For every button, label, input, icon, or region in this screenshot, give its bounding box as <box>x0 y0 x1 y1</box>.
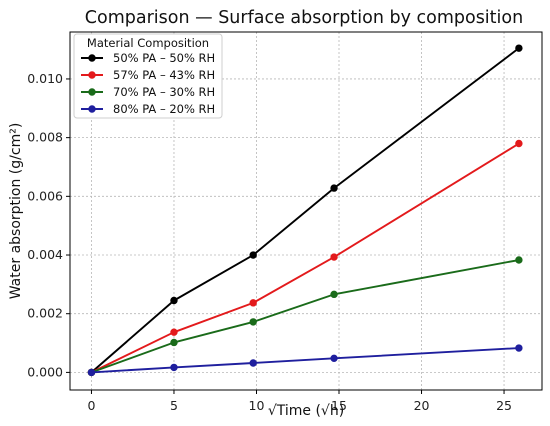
series-point-1-4 <box>515 139 523 148</box>
series-point-1-2 <box>249 299 257 307</box>
series-point-2-4 <box>515 256 523 264</box>
y-axis-label: Water absorption (g/cm²) <box>8 123 24 300</box>
series-line-1 <box>90 142 520 374</box>
legend-label-0: 50% PA – 50% RH <box>113 51 215 65</box>
series-line-3 <box>90 347 520 374</box>
y-tick-label-3: 0.006 <box>27 188 63 203</box>
legend-title: Material Composition <box>87 36 209 50</box>
legend-box <box>73 33 223 119</box>
series-point-2-3 <box>330 290 338 299</box>
grid-layer <box>70 32 542 390</box>
series-point-3-4 <box>515 344 523 352</box>
x-tick-label-4: 20 <box>414 398 430 413</box>
x-tick-label-2: 10 <box>249 398 265 413</box>
x-axis-label: √Time (√h) <box>268 403 344 419</box>
series-point-2-2 <box>249 318 257 326</box>
series-layer <box>87 44 523 377</box>
chart-title: Comparison — Surface absorption by compo… <box>85 8 523 28</box>
series-point-2-1 <box>170 338 178 347</box>
legend-label-2: 70% PA – 30% RH <box>113 85 215 99</box>
plot-frame <box>69 31 543 391</box>
series-point-3-1 <box>170 363 178 372</box>
y-tick-label-2: 0.004 <box>27 247 63 262</box>
x-axis: 0 5 10 15 20 25 <box>87 390 512 413</box>
y-tick-label-5: 0.010 <box>27 71 63 86</box>
series-point-1-3 <box>330 253 338 261</box>
series-point-1-1 <box>170 328 178 336</box>
legend-marker-0 <box>88 54 96 62</box>
series-point-0-4 <box>515 44 523 52</box>
series-point-3-0 <box>87 368 96 377</box>
series-point-0-2 <box>249 251 257 259</box>
x-tick-label-5: 25 <box>496 398 512 413</box>
series-point-0-1 <box>170 296 178 305</box>
legend-label-3: 80% PA – 20% RH <box>113 102 215 116</box>
legend-label-1: 57% PA – 43% RH <box>113 68 215 82</box>
series-point-3-2 <box>249 359 257 367</box>
y-tick-label-0: 0.000 <box>27 364 63 379</box>
legend: Material Composition 50% PA – 50% RH 57% … <box>73 33 223 119</box>
legend-marker-1 <box>88 71 96 79</box>
x-tick-label-3: 15 <box>331 398 347 413</box>
series-point-0-3 <box>330 184 338 192</box>
x-tick-label-1: 5 <box>170 398 178 413</box>
x-tick-label-0: 0 <box>87 398 95 413</box>
y-tick-label-4: 0.008 <box>27 130 63 145</box>
y-axis: 0.000 0.002 0.004 0.006 0.008 0.010 <box>27 71 70 379</box>
series-point-3-3 <box>330 354 338 363</box>
legend-marker-3 <box>88 105 96 113</box>
y-tick-label-1: 0.002 <box>27 306 63 321</box>
legend-marker-2 <box>88 88 96 96</box>
legend-items: 50% PA – 50% RH 57% PA – 43% RH 70% PA – 3… <box>81 51 215 116</box>
